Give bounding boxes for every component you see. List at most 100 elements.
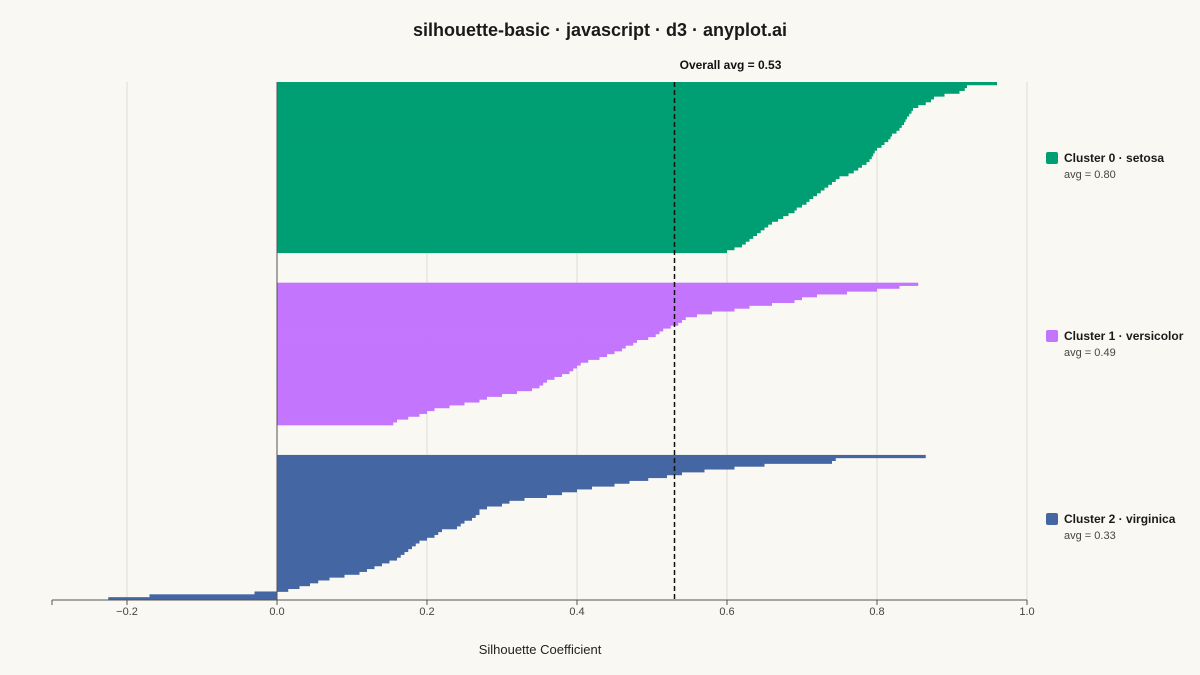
- silhouette-bar: [277, 480, 630, 484]
- silhouette-bar: [277, 93, 945, 97]
- x-tick-label: 0.4: [569, 606, 584, 618]
- silhouette-bar: [277, 422, 394, 426]
- silhouette-bar: [277, 130, 897, 134]
- silhouette-bar: [277, 577, 330, 581]
- x-tick-label: 1.0: [1019, 606, 1034, 618]
- silhouette-bar: [277, 127, 900, 131]
- silhouette-bar: [277, 178, 836, 182]
- x-axis: −0.2 0.0 0.2 0.4 0.6 0.8 1.0: [51, 82, 1035, 618]
- silhouette-bar: [277, 489, 577, 493]
- silhouette-bar: [277, 249, 727, 254]
- silhouette-bar: [277, 170, 854, 174]
- x-tick-label: 0.2: [419, 606, 434, 618]
- silhouette-bar: [277, 82, 997, 86]
- silhouette-bar: [277, 313, 697, 318]
- silhouette-bar: [277, 104, 919, 109]
- silhouette-bar: [277, 503, 502, 507]
- silhouette-bar: [277, 175, 840, 180]
- silhouette-bar: [277, 554, 401, 558]
- legend-name: Cluster 0 · setosa: [1064, 151, 1165, 165]
- silhouette-bar: [277, 153, 874, 157]
- silhouette-bar: [277, 161, 867, 165]
- silhouette-bar: [277, 155, 872, 160]
- silhouette-bar: [277, 514, 476, 518]
- silhouette-bar: [277, 548, 409, 553]
- chart-title: silhouette-basic · javascript · d3 · any…: [412, 20, 788, 40]
- silhouette-bar: [277, 537, 427, 541]
- silhouette-bar: [277, 405, 450, 409]
- silhouette-bar: [277, 221, 772, 225]
- silhouette-bar: [277, 568, 367, 572]
- x-axis-label: Silhouette Coefficient: [479, 642, 602, 657]
- silhouette-bar: [277, 387, 532, 392]
- silhouette-bar: [277, 181, 832, 185]
- silhouette-bar: [277, 520, 465, 524]
- silhouette-bar: [277, 345, 626, 349]
- bars: [108, 82, 997, 601]
- legend-avg: avg = 0.80: [1064, 169, 1116, 181]
- silhouette-bar: [277, 302, 772, 306]
- silhouette-bar: [277, 305, 750, 309]
- silhouette-bar: [277, 531, 439, 535]
- silhouette-bar: [277, 402, 465, 406]
- silhouette-bar: [277, 471, 682, 476]
- silhouette-bar: [277, 331, 660, 335]
- silhouette-bar: [277, 244, 742, 248]
- silhouette-bar: [277, 474, 667, 479]
- legend-name: Cluster 1 · versicolor: [1064, 329, 1184, 343]
- silhouette-bar: [277, 90, 960, 94]
- silhouette-bar: [277, 291, 847, 295]
- silhouette-bar: [277, 316, 686, 321]
- silhouette-bar: [277, 195, 814, 200]
- silhouette-bar: [277, 359, 589, 363]
- silhouette-bar: [277, 563, 382, 567]
- silhouette-bar: [277, 526, 457, 530]
- silhouette-bar: [277, 121, 904, 126]
- silhouette-bar: [277, 508, 480, 513]
- silhouette-bar: [277, 190, 821, 194]
- silhouette-bar: [277, 511, 480, 516]
- silhouette-bar: [277, 457, 836, 462]
- silhouette-bar: [277, 96, 934, 100]
- silhouette-bar: [277, 101, 926, 106]
- silhouette-bar: [277, 218, 778, 222]
- silhouette-bar: [277, 356, 600, 360]
- silhouette-bar: [277, 288, 877, 292]
- silhouette-bar: [277, 350, 615, 355]
- silhouette-bar: [277, 138, 889, 143]
- silhouette-bar: [277, 99, 931, 103]
- silhouette-bar: [149, 594, 277, 598]
- silhouette-bar: [277, 407, 435, 412]
- silhouette-bar: [277, 296, 802, 301]
- silhouette-bar: [277, 84, 967, 89]
- legend-swatch: [1046, 513, 1058, 525]
- silhouette-bar: [277, 494, 547, 498]
- silhouette-bar: [277, 588, 289, 592]
- x-tick-label: 0.8: [869, 606, 884, 618]
- silhouette-bar: [277, 336, 649, 340]
- silhouette-bar: [277, 224, 769, 228]
- silhouette-bar: [277, 376, 555, 380]
- silhouette-bar: [277, 582, 310, 587]
- silhouette-bar: [277, 477, 649, 481]
- silhouette-bar: [277, 362, 581, 366]
- silhouette-bar: [277, 167, 859, 171]
- silhouette-bar: [277, 419, 397, 423]
- silhouette-bar: [277, 238, 750, 242]
- silhouette-bar: [277, 110, 912, 114]
- silhouette-bar: [277, 370, 570, 375]
- silhouette-bar: [277, 353, 607, 358]
- silhouette-bar: [277, 113, 910, 117]
- silhouette-bar: [277, 192, 817, 197]
- silhouette-bar: [277, 540, 420, 544]
- silhouette-bar: [277, 325, 671, 329]
- silhouette-bar: [277, 413, 420, 417]
- legend-swatch: [1046, 152, 1058, 164]
- silhouette-bar: [277, 294, 817, 298]
- silhouette-bar: [277, 133, 892, 137]
- silhouette-bar: [277, 585, 300, 590]
- silhouette-bar: [277, 339, 637, 343]
- silhouette-bar: [277, 299, 795, 303]
- silhouette-bar: [277, 201, 807, 205]
- silhouette-bar: [277, 311, 712, 315]
